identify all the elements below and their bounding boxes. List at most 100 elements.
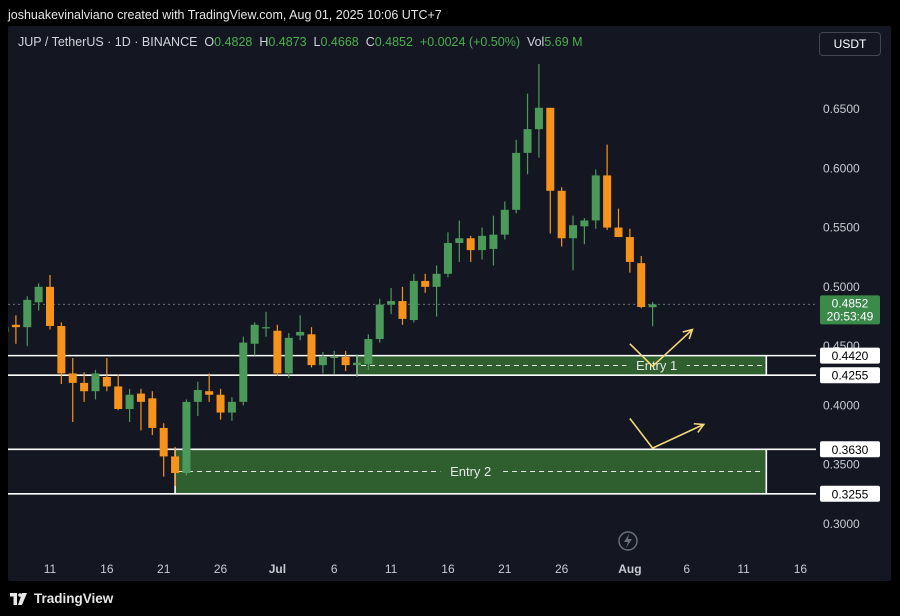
zone-1-label-bg xyxy=(626,357,687,374)
x-tick-label: 6 xyxy=(331,562,338,576)
candle-body xyxy=(341,356,350,366)
tradingview-logo-icon xyxy=(10,592,27,605)
x-tick-label: 21 xyxy=(498,562,512,576)
high-value: 0.4873 xyxy=(268,35,307,49)
candle-body xyxy=(557,190,566,239)
x-tick-label: 6 xyxy=(683,562,690,576)
candle-body xyxy=(534,107,543,130)
x-tick-label: Aug xyxy=(618,562,641,576)
x-tick-label: 16 xyxy=(100,562,114,576)
candle-body xyxy=(171,456,180,474)
high-label: H xyxy=(259,35,269,49)
candle-body xyxy=(398,301,407,319)
zone-price-badge xyxy=(820,367,880,384)
y-tick-label: 0.6500 xyxy=(823,102,860,116)
candle-body xyxy=(68,373,77,383)
credit-line: joshuakevinalviano created with TradingV… xyxy=(8,8,442,22)
target-arrow-head-2 xyxy=(693,422,706,433)
candle-body xyxy=(296,331,305,336)
low-label: L xyxy=(313,35,321,49)
lightning-icon[interactable] xyxy=(624,534,632,548)
candle-body xyxy=(375,304,384,340)
candle-body xyxy=(489,234,498,249)
candle-body xyxy=(523,129,532,153)
zone-price-badge-label: 0.4420 xyxy=(832,349,869,363)
candle-body xyxy=(227,401,236,413)
change-value: +0.0024 (+0.50%) xyxy=(419,35,520,49)
chart-panel[interactable]: JUP / TetherUS · 1D · BINANCE O0.4828 H0… xyxy=(8,26,891,581)
candle-body xyxy=(569,225,578,239)
open-value: 0.4828 xyxy=(214,35,253,49)
x-tick-label: 11 xyxy=(737,562,750,576)
footer-brand-name: TradingView xyxy=(34,591,114,606)
candle-body xyxy=(591,175,600,221)
candle-body xyxy=(466,238,475,251)
zone-price-badge xyxy=(820,441,880,458)
vol-label: Vol xyxy=(526,35,545,49)
y-tick-label: 0.5500 xyxy=(823,221,860,235)
x-tick-label: 26 xyxy=(555,562,569,576)
x-tick-label: 16 xyxy=(794,562,808,576)
candle-body xyxy=(500,209,509,235)
candle-body xyxy=(239,342,248,402)
target-arrow-head-1 xyxy=(682,328,694,340)
y-tick-label: 0.4000 xyxy=(823,398,860,412)
candle-body xyxy=(614,227,623,238)
candle-body xyxy=(580,220,589,227)
open-label: O xyxy=(204,35,215,49)
symbol-legend: JUP / TetherUS · 1D · BINANCE O0.4828 H0… xyxy=(18,35,583,49)
zone-2-label: Entry 2 xyxy=(450,464,491,479)
y-tick-label: 0.5000 xyxy=(823,280,860,294)
candle-body xyxy=(8,327,9,332)
zone-price-badge-label: 0.3630 xyxy=(832,443,869,457)
candle-body xyxy=(364,339,373,364)
y-tick-label: 0.3000 xyxy=(823,517,860,531)
y-tick-label: 0.6000 xyxy=(823,161,860,175)
candle-body xyxy=(193,390,202,402)
candle-body xyxy=(250,324,259,344)
zone-2-label-bg xyxy=(440,463,501,480)
currency-button[interactable]: USDT xyxy=(819,32,881,56)
candle-body xyxy=(46,286,54,326)
candle-body xyxy=(11,324,20,328)
y-tick-label: 0.3500 xyxy=(823,458,860,472)
candle-body xyxy=(284,337,293,374)
candle-body xyxy=(432,273,441,287)
candle-body xyxy=(91,373,100,392)
candle-body xyxy=(80,382,89,392)
candle-body xyxy=(546,107,555,191)
candle-body xyxy=(182,401,191,474)
candle-body xyxy=(455,238,464,243)
zone-price-badge-label: 0.4255 xyxy=(832,369,869,383)
candle-body xyxy=(148,398,157,428)
candle-body xyxy=(603,175,612,228)
candle-body xyxy=(34,286,43,303)
candle-body xyxy=(125,394,134,409)
target-arrow-2 xyxy=(629,417,705,450)
candle-body xyxy=(318,356,327,366)
low-value: 0.4668 xyxy=(320,35,359,49)
candle-body xyxy=(330,356,339,359)
candle-body xyxy=(478,235,487,251)
current-price-badge xyxy=(820,295,880,325)
zone-price-badge xyxy=(820,485,880,502)
candle-body xyxy=(102,376,111,387)
candle-body xyxy=(57,325,66,374)
candle-body xyxy=(307,334,316,366)
candle-body xyxy=(352,362,361,366)
candle-body xyxy=(625,237,634,262)
symbol-name[interactable]: JUP / TetherUS · 1D · BINANCE xyxy=(18,35,198,49)
close-label: C xyxy=(365,35,375,49)
realtime-icon[interactable] xyxy=(618,531,638,551)
target-arrow-1 xyxy=(629,328,693,368)
candle-body xyxy=(262,327,271,329)
candle-body xyxy=(637,263,646,308)
candle-body xyxy=(387,301,396,305)
candle-body xyxy=(409,280,418,321)
volume-value: 5.69 M xyxy=(544,35,583,49)
x-tick-label: 11 xyxy=(385,562,398,576)
x-tick-label: 16 xyxy=(441,562,455,576)
zone-price-badge xyxy=(820,347,880,364)
candle-body xyxy=(512,152,521,210)
current-price-value: 0.4852 xyxy=(832,296,869,310)
